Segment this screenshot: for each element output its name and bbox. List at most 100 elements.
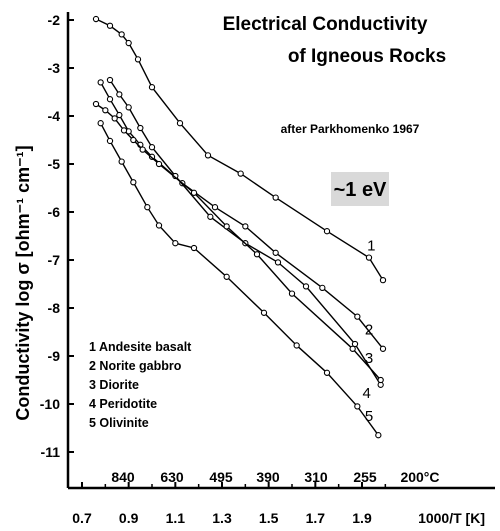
legend-entry: 5 Olivinite [89,416,149,430]
series-line-5 [100,122,379,436]
series-point-3 [274,259,282,266]
series-point-5 [172,240,179,247]
series-point-1 [125,39,132,47]
series-point-5 [354,403,361,410]
chart-credit: after Parkhomenko 1967 [281,122,420,136]
y-tick-label: -8 [48,300,61,316]
x-tick-label: 0.7 [72,510,92,526]
series-point-5 [375,432,382,439]
series-point-5 [106,137,114,145]
series-point-4 [130,136,137,144]
series-point-3 [207,213,214,220]
series-point-3 [351,340,359,348]
annotation-badge [331,172,389,206]
celsius-scale-label: 840 [111,469,135,485]
celsius-scale-label: 200°C [400,469,439,485]
series-point-1 [176,120,184,127]
legend-entry: 1 Andesite basalt [89,340,192,354]
series-point-4 [349,345,356,352]
x-tick-label: 1.9 [352,510,372,526]
series-point-5 [293,342,300,349]
series-point-4 [377,376,384,384]
y-tick-label: -11 [41,444,61,460]
series-point-4 [92,100,100,108]
series-point-3 [302,283,310,290]
x-tick-label: 1.5 [259,510,279,526]
series-label-4: 4 [362,385,370,402]
y-tick-label: -6 [48,204,61,220]
celsius-scale-label: 255 [353,469,377,485]
x-axis-label: 1000/T [K] [418,510,485,526]
y-tick-label: -2 [48,12,61,28]
chart-title-line2: of Igneous Rocks [288,46,446,67]
series-point-1 [365,254,373,261]
legend-entry: 3 Diorite [89,378,139,392]
series-point-1 [106,22,114,29]
series-point-4 [120,127,128,134]
series-point-4 [223,223,230,230]
series-point-4 [288,290,296,297]
series-layer: 1 2 3 4 5 [92,15,387,439]
series-point-1 [148,84,156,91]
series-point-2 [97,79,104,86]
series-point-3 [137,124,144,132]
x-axis: 0.7 0.9 1.1 1.3 1.5 1.7 1.9 840 630 495 390 310 255 2… [68,469,495,526]
series-label-1: 1 [367,237,375,254]
series-point-3 [116,91,123,98]
series-point-1 [237,170,244,177]
series-point-1 [204,152,212,159]
series-line-4 [95,103,382,381]
series-point-2 [379,345,387,352]
celsius-scale-label: 310 [304,469,328,485]
series-label-3: 3 [365,350,373,367]
x-tick-label: 1.3 [212,510,232,526]
series-point-5 [190,244,198,252]
series-point-2 [354,313,361,320]
series-point-4 [111,115,118,122]
y-tick-label: -9 [48,348,61,364]
y-tick-label: -7 [48,252,61,268]
legend-entry: 2 Norite gabbro [89,359,182,373]
series-point-1 [92,15,100,23]
y-tick-label: -5 [48,156,61,172]
series-point-2 [242,223,249,230]
series-point-3 [148,144,156,151]
series-point-5 [155,222,163,229]
series-point-5 [118,158,125,165]
series-point-2 [319,284,326,291]
series-point-5 [260,309,268,316]
series-point-1 [272,194,279,201]
series-point-1 [118,31,125,38]
celsius-scale-label: 630 [160,469,184,485]
series-point-4 [139,146,146,153]
series-point-4 [155,160,163,168]
series-point-4 [102,107,109,114]
series-label-5: 5 [365,408,373,425]
series-point-3 [106,76,114,84]
celsius-scale-label: 495 [209,469,233,485]
series-point-5 [130,179,137,186]
series-point-1 [379,277,387,284]
x-tick-label: 0.9 [119,510,139,526]
y-tick-label: -10 [40,396,60,412]
y-tick-label: -4 [48,108,61,124]
series-point-5 [97,120,104,127]
chart-title-line1: Electrical Conductivity [223,14,428,35]
series-point-4 [253,251,261,258]
series-point-3 [125,104,132,111]
series-point-5 [223,273,230,280]
x-tick-label: 1.7 [306,510,326,526]
y-tick-label: -3 [48,60,61,76]
celsius-scale-label: 390 [256,469,280,485]
series-point-4 [190,189,198,196]
y-axis: -2 -3 -4 -5 -6 -7 -8 -9 -10 -11 [40,12,74,488]
series-point-2 [106,96,114,103]
legend: 1 Andesite basalt 2 Norite gabbro 3 Diorit… [89,340,192,430]
series-point-2 [211,204,219,211]
series-point-2 [272,249,279,256]
series-point-1 [323,228,331,235]
series-label-2: 2 [365,321,373,338]
x-tick-label: 1.1 [166,510,186,526]
series-point-5 [323,369,331,376]
